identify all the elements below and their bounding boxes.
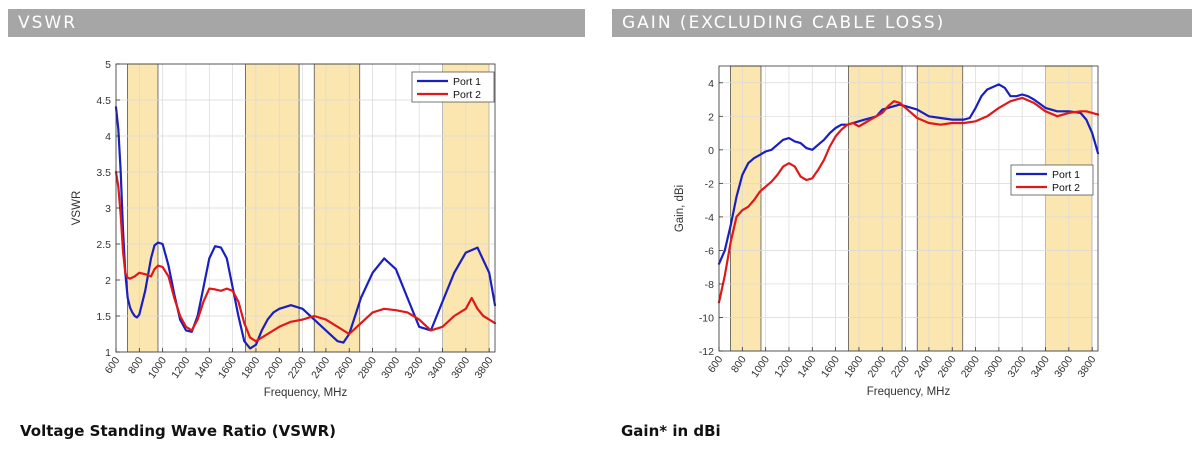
gain-ytick-label: -6 [705,245,714,257]
gain-ytick-label: -12 [699,346,714,358]
vswr-xtick-label: 2600 [332,355,355,381]
gain-ytick-label: -8 [705,279,714,291]
vswr-series-port-2 [114,170,497,343]
gain-ytick-label: -10 [699,312,714,324]
gain-ytick-label: 0 [708,145,714,157]
vswr-xtick-label: 2400 [309,355,332,381]
gain-xtick-label: 3600 [1052,354,1075,380]
gain-xtick-label: 1400 [796,354,819,380]
vswr-legend [411,71,495,103]
vswr-xtick-label: 1000 [146,355,169,381]
gain-section-header: GAIN (EXCLUDING CABLE LOSS) [612,9,1192,37]
vswr-ylabel: VSWR [71,191,83,226]
gain-xtick-label: 2400 [912,354,935,380]
vswr-ytick-label: 2.5 [96,239,111,251]
gain-xtick-label: 3200 [1005,354,1028,380]
vswr-ytick-label: 5 [105,59,111,71]
vswr-xtick-label: 3400 [426,355,449,381]
gain-xtick-label: 800 [729,354,749,375]
vswr-section-header: VSWR [8,9,585,37]
vswr-legend-label: Port 2 [453,89,481,101]
vswr-ytick-label: 3.5 [96,167,111,179]
gain-xtick-label: 3400 [1029,354,1052,380]
gain-xtick-label: 2600 [935,354,958,380]
gain-xtick-label: 1600 [819,354,842,380]
gain-xtick-label: 1000 [749,354,772,380]
gain-legend-label: Port 2 [1052,182,1080,194]
vswr-caption: Voltage Standing Wave Ratio (VSWR) [20,422,336,440]
vswr-series-port-1 [114,106,497,350]
vswr-ytick-label: 1.5 [96,311,111,323]
gain-xtick-label: 2200 [889,354,912,380]
gain-caption: Gain* in dBi [621,422,721,440]
vswr-xtick-label: 2800 [356,355,379,381]
vswr-ytick-label: 4 [105,131,111,143]
vswr-xlabel: Frequency, MHz [264,387,348,399]
gain-ytick-label: 4 [708,78,714,90]
vswr-xtick-label: 3200 [402,355,425,381]
vswr-xtick-label: 1800 [239,355,262,381]
vswr-xtick-label: 1200 [169,355,192,381]
vswr-legend-label: Port 1 [453,76,481,88]
gain-xtick-label: 3000 [982,354,1005,380]
gain-legend-label: Port 1 [1052,169,1080,181]
vswr-xtick-label: 2200 [286,355,309,381]
gain-ytick-label: 2 [708,111,714,123]
vswr-xtick-label: 3800 [472,355,495,381]
gain-plot-area [719,66,1098,351]
vswr-xtick-label: 3600 [449,355,472,381]
vswr-ytick-label: 4.5 [96,95,111,107]
gain-axes-frame [718,65,1099,352]
gain-series-port-2 [717,96,1100,304]
vswr-ytick-label: 2 [105,275,111,287]
vswr-xtick-label: 1400 [193,355,216,381]
gain-series-port-1 [717,83,1100,265]
gain-band-1 [848,65,903,352]
gain-ytick-label: -4 [705,212,714,224]
gain-legend [1010,164,1094,196]
vswr-xtick-label: 800 [126,355,146,376]
gain-ytick-label: -2 [705,178,714,190]
gain-band-2 [916,65,964,352]
vswr-ytick-label: 1 [105,347,111,359]
gain-xtick-label: 2000 [865,354,888,380]
gain-xtick-label: 1200 [772,354,795,380]
gain-xtick-label: 2800 [959,354,982,380]
vswr-xtick-label: 1600 [216,355,239,381]
gain-xlabel: Frequency, MHz [867,386,951,398]
vswr-xtick-label: 2000 [262,355,285,381]
gain-ylabel: Gain, dBi [674,185,686,232]
vswr-ytick-label: 3 [105,203,111,215]
gain-xtick-label: 3800 [1075,354,1098,380]
vswr-xtick-label: 3000 [379,355,402,381]
gain-xtick-label: 1800 [842,354,865,380]
